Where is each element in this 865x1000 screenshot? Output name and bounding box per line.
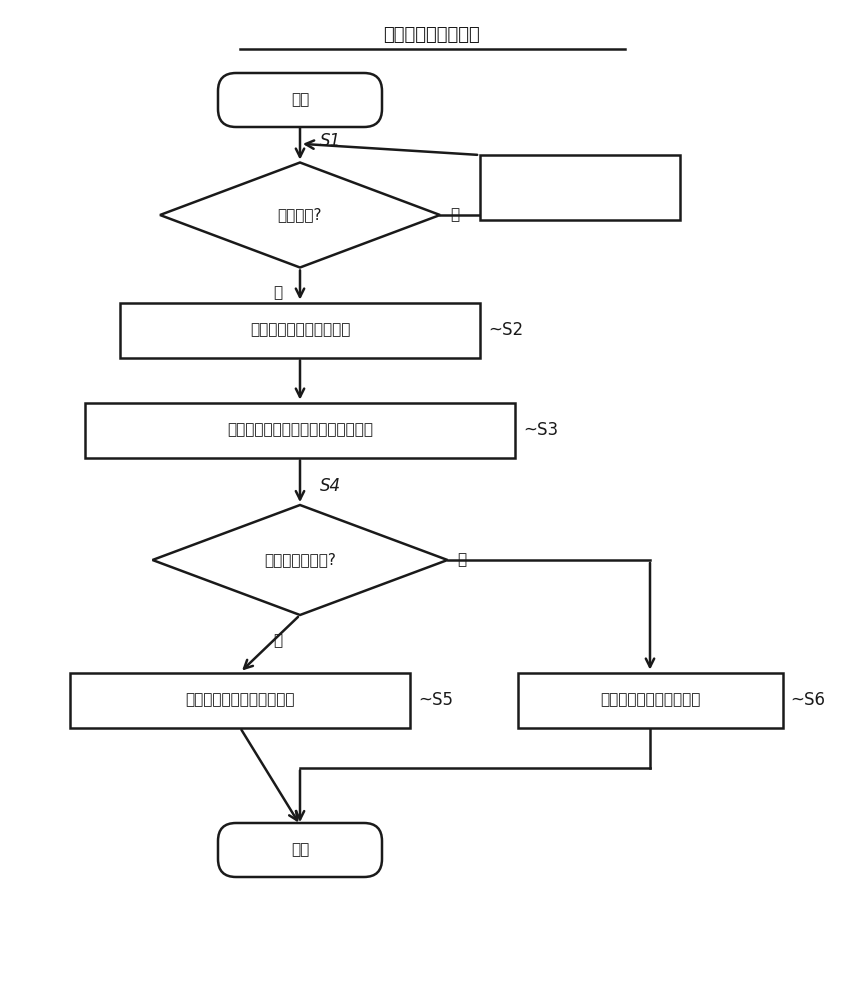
- Text: 分析开始?: 分析开始?: [278, 208, 323, 223]
- Text: S4: S4: [320, 477, 341, 495]
- Text: 报知没有超过阀值的意旨: 报知没有超过阀值的意旨: [599, 692, 700, 708]
- Bar: [480, 155, 680, 220]
- FancyBboxPatch shape: [218, 823, 382, 877]
- FancyBboxPatch shape: [218, 73, 382, 127]
- Text: 否: 否: [458, 552, 466, 568]
- Text: 否: 否: [450, 208, 459, 223]
- Text: S1: S1: [320, 132, 341, 150]
- Polygon shape: [152, 505, 447, 615]
- Text: 校正参数的分析阶段: 校正参数的分析阶段: [383, 26, 480, 44]
- Text: 统计值超过阀值?: 统计值超过阀值?: [264, 552, 336, 568]
- Text: ~S2: ~S2: [488, 321, 523, 339]
- Text: 开始: 开始: [291, 93, 309, 107]
- Bar: [120, 302, 480, 358]
- Bar: [85, 402, 515, 458]
- Text: ~S6: ~S6: [791, 691, 825, 709]
- Text: 读出时间序列的校正参数: 读出时间序列的校正参数: [250, 322, 350, 338]
- Text: 根据时间序列的校正参数计算统计值: 根据时间序列的校正参数计算统计值: [227, 422, 373, 438]
- Text: 是: 是: [273, 286, 283, 300]
- Text: 发出超过阀值的意旨的警告: 发出超过阀值的意旨的警告: [185, 692, 295, 708]
- Bar: [70, 672, 410, 728]
- Text: 结束: 结束: [291, 842, 309, 857]
- Text: ~S5: ~S5: [418, 691, 453, 709]
- Polygon shape: [160, 162, 440, 267]
- Bar: [517, 672, 783, 728]
- Text: ~S3: ~S3: [523, 421, 558, 439]
- Text: 是: 是: [273, 633, 283, 648]
